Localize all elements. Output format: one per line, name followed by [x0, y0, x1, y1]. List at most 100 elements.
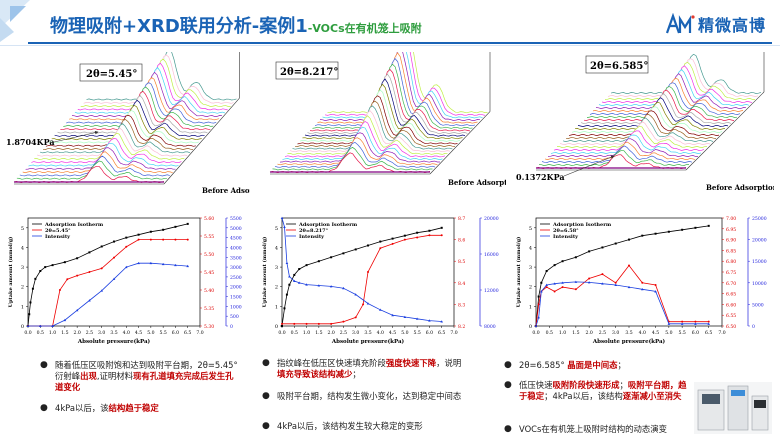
x-axis-label: Absolute pressure(kPa): [592, 338, 666, 345]
x-tick-label: 0.0: [532, 330, 539, 336]
page-subtitle: -VOCs在有机笼上吸附: [307, 22, 422, 35]
data-point: [354, 316, 357, 319]
theta-label-box: [585, 55, 649, 74]
data-point: [113, 240, 115, 243]
blue-axis-tick: 16000: [484, 252, 499, 258]
data-point: [707, 320, 710, 323]
series-line: [535, 264, 709, 327]
data-point: [601, 273, 604, 276]
red-axis-tick: 6.65: [726, 292, 736, 298]
data-point: [39, 270, 42, 273]
data-point: [428, 319, 431, 322]
data-point: [707, 322, 711, 325]
y-tick-label: 1: [21, 304, 24, 310]
legend-entry: Intensity: [299, 234, 325, 240]
data-point: [112, 277, 116, 280]
data-point: [378, 308, 382, 311]
bullet-text: 随着低压区吸附饱和达到吸附平台期，2θ=5.45°衍射峰出现,证明材料现有孔道填…: [55, 360, 238, 392]
data-point: [545, 283, 548, 286]
data-point: [285, 261, 289, 264]
x-tick-label: 4.0: [639, 330, 646, 336]
logo-mark-icon: [665, 13, 695, 34]
data-point: [588, 277, 591, 280]
data-point: [641, 234, 644, 237]
data-point: [329, 285, 333, 288]
x-tick-label: 1.0: [49, 330, 56, 336]
x-tick-label: 5.5: [413, 330, 420, 336]
data-point: [537, 295, 540, 298]
data-point: [366, 302, 370, 305]
y-tick-label: 0: [529, 324, 532, 330]
data-point: [88, 251, 91, 254]
data-point: [354, 293, 358, 296]
bullet-dot-icon: ●: [40, 360, 48, 370]
red-axis-tick: 8.4: [458, 281, 465, 287]
data-point: [44, 266, 47, 269]
y-tick-label: 5: [529, 226, 532, 232]
data-point: [354, 248, 357, 251]
data-point: [75, 308, 79, 312]
data-point: [553, 282, 556, 285]
x-tick-label: 2.5: [340, 330, 347, 336]
red-axis-tick: 6.95: [726, 227, 736, 233]
red-axis-tick: 6.70: [726, 281, 736, 287]
data-point: [162, 238, 165, 241]
pressure-label: 1.8704KPa: [6, 137, 55, 147]
data-point: [537, 316, 540, 319]
data-point: [391, 313, 394, 317]
before-adsorption-label: Before Adsorption: [706, 183, 774, 192]
x-tick-label: 1.5: [61, 330, 68, 336]
data-point: [137, 238, 140, 241]
data-point: [137, 261, 140, 265]
bullet-item: ● 随着低压区吸附饱和达到吸附平台期，2θ=5.45°衍射峰出现,证明材料现有孔道…: [40, 360, 240, 393]
header-divider-light: [0, 45, 780, 46]
x-tick-label: 3.5: [110, 330, 117, 336]
data-point: [694, 320, 697, 323]
data-point: [654, 290, 657, 293]
x-axis-label: Absolute pressure(kPa): [331, 338, 405, 345]
y-axis-label: Uptake amount (mmol/g): [261, 237, 268, 308]
data-point: [391, 237, 394, 240]
data-point: [149, 238, 152, 241]
data-point: [362, 303, 365, 306]
y-tick-label: 2: [21, 285, 24, 291]
theta-label: 2θ=6.585°: [590, 61, 648, 72]
data-point: [416, 236, 419, 239]
data-point: [601, 246, 604, 249]
data-point: [540, 290, 543, 293]
data-point: [614, 283, 618, 286]
x-tick-label: 3.0: [612, 330, 619, 336]
data-point: [88, 299, 91, 302]
isotherm-chart-2: 0.0 0.5 1.0 1.5 2.0 2.5 3.0 3.5 4.0 4.5 5.0 5.5 6.0 6…: [258, 208, 506, 354]
x-tick-label: 4.0: [377, 330, 384, 336]
red-axis-tick: 6.90: [726, 238, 736, 244]
bullet-item: ● 4kPa以后，该结构趋于稳定: [40, 403, 240, 414]
page-title: 物理吸附+XRD联用分析-案例1-VOCs在有机笼上吸附: [50, 16, 422, 37]
red-axis-tick: 8.3: [458, 302, 465, 308]
bullet-item: ● 低压快速吸附阶段快速形成；吸附平台期，趋于稳定；4kPa以后，该结构逐渐减小至…: [504, 380, 694, 402]
blue-axis-tick: 500: [230, 314, 239, 320]
logo-text: 精微高博: [697, 16, 766, 35]
data-point: [342, 286, 345, 290]
blue-axis-tick: 0: [230, 324, 233, 330]
data-point: [283, 307, 286, 310]
data-point: [628, 264, 630, 267]
bullet-text: VOCs在有机笼上吸附时结构的动态演变: [519, 424, 668, 434]
series-line: [28, 262, 188, 327]
red-axis-tick: 5.55: [204, 234, 214, 240]
bullet-dot-icon: ●: [262, 358, 270, 368]
data-point: [561, 286, 564, 289]
data-point: [174, 225, 177, 228]
data-point: [367, 244, 369, 247]
x-tick-label: 5.0: [401, 330, 408, 336]
blue-axis-tick: 1000: [230, 304, 242, 310]
data-point: [415, 317, 419, 320]
x-tick-label: 1.0: [303, 330, 310, 336]
legend-entry: Intensity: [553, 234, 579, 240]
x-tick-label: 2.5: [86, 330, 93, 336]
data-point: [667, 322, 671, 325]
corner-decoration: [0, 0, 30, 42]
data-point: [281, 325, 283, 327]
y-tick-label: 3: [21, 265, 24, 271]
blue-axis-tick: 3500: [230, 255, 242, 261]
